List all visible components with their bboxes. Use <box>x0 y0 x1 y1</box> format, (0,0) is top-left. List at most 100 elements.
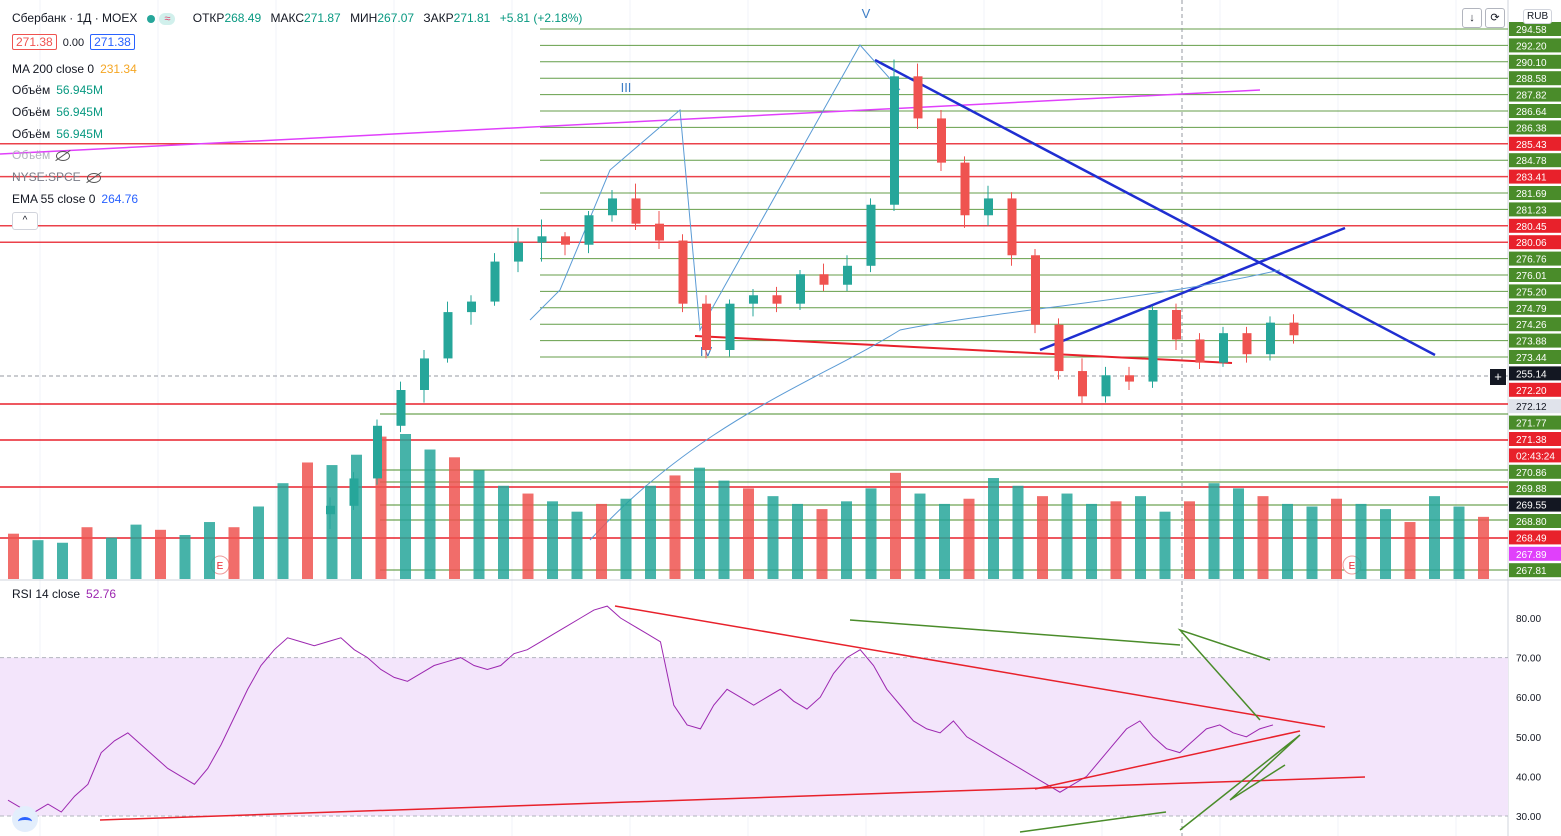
price-axis-tag <box>1509 54 1561 69</box>
bid-box[interactable]: 271.38 <box>12 34 57 50</box>
down-arrow-icon[interactable]: ↓ <box>1462 8 1482 28</box>
candle-body <box>349 478 359 506</box>
volume-bar <box>596 503 607 579</box>
compare-pill[interactable]: ≈ <box>159 13 176 25</box>
price-axis-label: 286.38 <box>1516 123 1547 134</box>
volume-bar <box>1429 496 1440 579</box>
rsi-trendline-green <box>1177 628 1271 721</box>
symbol-title[interactable]: Сбербанк · 1Д · MOEX <box>12 11 138 25</box>
volume-bar <box>424 449 436 579</box>
volume-legend-3[interactable]: Объём 56.945M <box>12 127 103 141</box>
volume-bar <box>571 511 583 579</box>
candle-body <box>655 223 664 241</box>
volume-bar <box>81 527 93 579</box>
volume-bar <box>522 493 534 579</box>
rsi-axis-label: 50.00 <box>1516 733 1541 744</box>
candle-body <box>1054 324 1064 372</box>
price-axis-label: 281.23 <box>1516 205 1547 216</box>
volume-bar <box>620 498 632 579</box>
volume-bar <box>1257 496 1269 579</box>
price-axis-tag <box>1509 251 1561 266</box>
candle-body <box>373 425 382 479</box>
rsi-trendline-green <box>849 619 1181 646</box>
candle-body <box>631 198 641 224</box>
crosshair-plus-icon[interactable]: + <box>1490 369 1506 385</box>
rsi-trendline <box>614 605 1326 728</box>
volume-bar <box>694 467 705 579</box>
candle-body <box>984 198 993 216</box>
volume-bar <box>890 472 901 579</box>
price-axis-tag <box>1509 481 1561 496</box>
candle-body <box>702 303 711 350</box>
currency-button[interactable]: RUB <box>1523 9 1553 24</box>
volume-bar <box>326 465 338 579</box>
reload-icon[interactable]: ⟳ <box>1485 8 1505 28</box>
volume-legend-1[interactable]: Объём 56.945M <box>12 83 103 97</box>
price-axis-tag <box>1509 399 1561 414</box>
volume-bar <box>645 485 656 579</box>
ma200-legend[interactable]: MA 200 close 0 231.34 <box>12 62 137 76</box>
price-axis-tag <box>1509 218 1561 233</box>
volume-bar <box>8 533 19 579</box>
price-axis-tag <box>1509 202 1561 217</box>
volume-bar <box>841 501 852 579</box>
price-axis-tag <box>1509 350 1561 364</box>
candle-body <box>796 274 805 304</box>
volume-bar <box>253 506 264 579</box>
candlestick-series <box>326 59 1299 529</box>
eye-hidden-icon[interactable] <box>56 150 71 161</box>
volume-legend-hidden[interactable]: Объём <box>12 148 71 162</box>
price-axis-label: 290.10 <box>1516 58 1547 69</box>
price-axis-label: 271.77 <box>1516 419 1547 430</box>
candle-body <box>420 358 429 390</box>
candle-body <box>1242 333 1252 355</box>
volume-bar <box>1037 496 1048 579</box>
price-axis[interactable]: 294.58 292.20 290.10 288.58 287.82 286.64 286.… <box>1509 22 1561 578</box>
price-axis-label: 274.79 <box>1516 304 1547 315</box>
close-value: 271.81 <box>453 11 491 25</box>
volume-bar <box>57 542 68 579</box>
nyse-legend[interactable]: NYSE:SPCE <box>12 170 101 184</box>
volume-bar <box>669 475 681 579</box>
open-value: 268.49 <box>224 11 262 25</box>
candle-body <box>772 295 782 304</box>
rsi-axis-label: 70.00 <box>1516 654 1541 665</box>
collapse-legend-button[interactable]: ^ <box>12 212 38 230</box>
volume-bar <box>1282 503 1293 579</box>
volume-bar <box>1110 501 1122 579</box>
spread-value: 0.00 <box>62 37 85 49</box>
rsi-legend[interactable]: RSI 14 close 52.76 <box>12 587 117 601</box>
price-axis-tag <box>1509 186 1561 200</box>
volume-bar <box>106 537 117 579</box>
tradingview-logo-icon[interactable] <box>12 806 38 832</box>
price-axis-label: 287.82 <box>1516 91 1547 102</box>
candle-body <box>725 303 735 350</box>
candle-body <box>1078 371 1087 397</box>
ema55-legend[interactable]: EMA 55 close 0 264.76 <box>12 192 139 206</box>
volume-bar <box>228 527 240 579</box>
volume-bar <box>130 524 142 579</box>
volume-bar <box>743 488 754 579</box>
candle-body <box>1289 322 1299 336</box>
candle-body <box>1031 255 1040 325</box>
ask-box[interactable]: 271.38 <box>90 34 135 50</box>
price-axis-tag <box>1509 153 1561 168</box>
volume-bar <box>473 470 485 579</box>
price-axis-label: 284.78 <box>1516 156 1547 167</box>
rsi-pane: 80.00 70.00 60.00 50.00 40.00 30.00 <box>0 605 1541 833</box>
price-axis-label: 267.89 <box>1516 550 1547 561</box>
candle-body <box>678 240 688 304</box>
eye-hidden-icon[interactable] <box>86 172 101 183</box>
price-axis-tag <box>1509 497 1561 512</box>
candle-body <box>443 312 453 359</box>
price-axis-tag <box>1509 169 1561 184</box>
volume-bar <box>32 540 44 579</box>
high-label: МАКС <box>270 11 305 25</box>
volume-legend-2[interactable]: Объём 56.945M <box>12 105 103 119</box>
price-axis-label: 294.58 <box>1516 25 1547 36</box>
price-axis-label: 275.20 <box>1516 287 1547 298</box>
volume-bar <box>1404 522 1416 579</box>
close-label: ЗАКР <box>423 11 454 25</box>
price-axis-label: 276.76 <box>1516 255 1547 266</box>
